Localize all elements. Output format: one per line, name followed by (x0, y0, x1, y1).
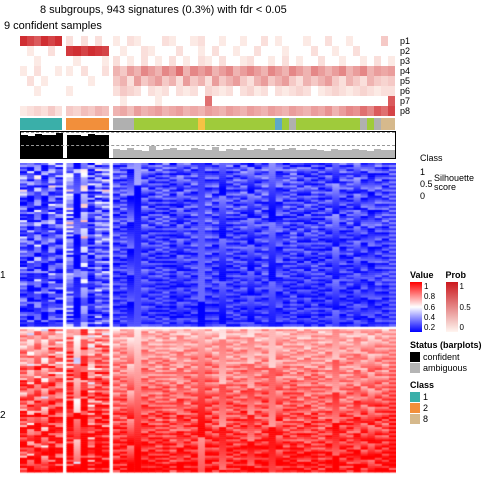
prob-row-label: p6 (400, 86, 410, 96)
value-legend: Value 10.80.60.40.2 (410, 270, 434, 332)
prob-row-label: p2 (400, 46, 410, 56)
prob-row-label: p5 (400, 76, 410, 86)
prob-row-label: p4 (400, 66, 410, 76)
class-legend: Class 128 (410, 380, 500, 424)
prob-row-label: p7 (400, 96, 410, 106)
legend-panel: Value 10.80.60.40.2 Prob 10.50 Status (b… (410, 270, 500, 425)
silhouette-barplot (20, 131, 396, 159)
prob-legend: Prob 10.50 (446, 270, 467, 332)
prob-row-label: p1 (400, 36, 410, 46)
class-annotation-strip (20, 118, 396, 130)
row-group-1-label: 1 (0, 270, 6, 281)
prob-row-label: p8 (400, 106, 410, 116)
plot-title: 8 subgroups, 943 signatures (0.3%) with … (40, 4, 287, 16)
class-strip-label: Class (420, 153, 443, 163)
prob-row-label: p3 (400, 56, 410, 66)
plot-subtitle: 9 confident samples (4, 20, 102, 32)
probability-heatmap: p1p2p3p4p5p6p7p8 (20, 36, 396, 116)
status-legend: Status (barplots) confidentambiguous (410, 340, 500, 373)
main-heatmap (20, 163, 396, 478)
row-group-2-label: 2 (0, 410, 6, 421)
plot-area: p1p2p3p4p5p6p7p8 Class 1 0.5 0 Silhouett… (20, 36, 396, 478)
